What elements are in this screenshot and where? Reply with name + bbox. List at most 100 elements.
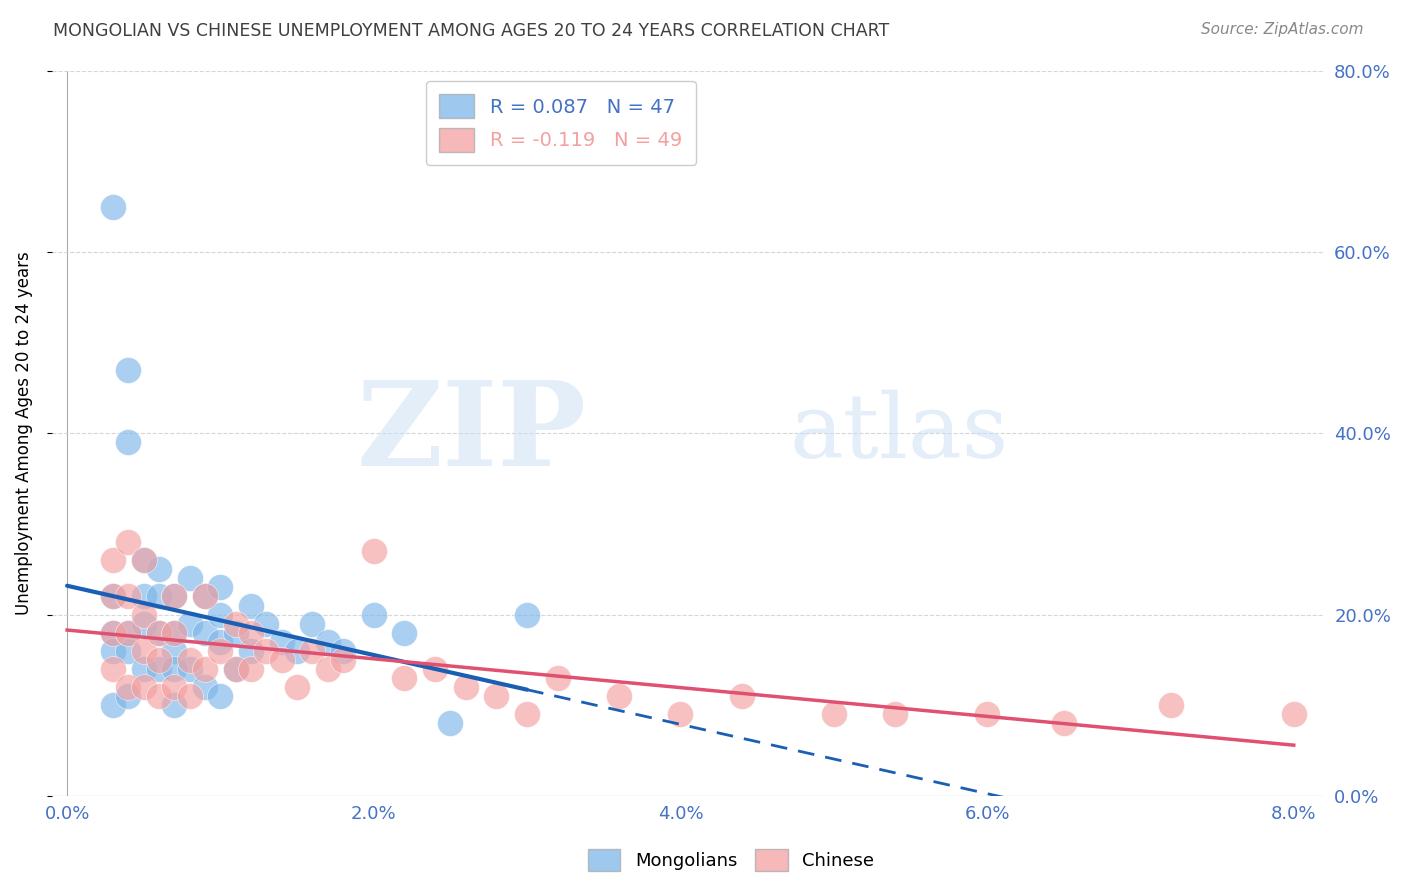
Point bbox=[454, 680, 477, 694]
Text: atlas: atlas bbox=[790, 390, 1010, 477]
Point bbox=[254, 644, 277, 658]
Point bbox=[148, 625, 170, 640]
Point bbox=[209, 634, 232, 648]
Point bbox=[225, 662, 247, 676]
Point bbox=[516, 707, 538, 722]
Y-axis label: Unemployment Among Ages 20 to 24 years: Unemployment Among Ages 20 to 24 years bbox=[15, 252, 32, 615]
Point bbox=[240, 644, 263, 658]
Point bbox=[301, 616, 323, 631]
Point bbox=[209, 689, 232, 703]
Point bbox=[607, 689, 630, 703]
Point bbox=[316, 634, 339, 648]
Point bbox=[1053, 716, 1076, 731]
Point bbox=[117, 625, 139, 640]
Point bbox=[163, 590, 186, 604]
Text: MONGOLIAN VS CHINESE UNEMPLOYMENT AMONG AGES 20 TO 24 YEARS CORRELATION CHART: MONGOLIAN VS CHINESE UNEMPLOYMENT AMONG … bbox=[53, 22, 890, 40]
Point bbox=[976, 707, 998, 722]
Point bbox=[363, 607, 385, 622]
Point bbox=[332, 644, 354, 658]
Point bbox=[101, 625, 124, 640]
Text: Source: ZipAtlas.com: Source: ZipAtlas.com bbox=[1201, 22, 1364, 37]
Point bbox=[179, 689, 201, 703]
Point bbox=[254, 616, 277, 631]
Point bbox=[332, 653, 354, 667]
Point bbox=[225, 625, 247, 640]
Point bbox=[101, 590, 124, 604]
Point bbox=[101, 590, 124, 604]
Legend: R = 0.087   N = 47, R = -0.119   N = 49: R = 0.087 N = 47, R = -0.119 N = 49 bbox=[426, 81, 696, 165]
Point bbox=[101, 698, 124, 713]
Point bbox=[132, 644, 155, 658]
Point bbox=[516, 607, 538, 622]
Point bbox=[132, 680, 155, 694]
Point bbox=[163, 662, 186, 676]
Point bbox=[485, 689, 508, 703]
Point bbox=[1282, 707, 1305, 722]
Point bbox=[148, 689, 170, 703]
Point bbox=[179, 653, 201, 667]
Point bbox=[117, 535, 139, 549]
Point bbox=[394, 625, 416, 640]
Point bbox=[148, 625, 170, 640]
Point bbox=[209, 581, 232, 595]
Point bbox=[132, 662, 155, 676]
Point bbox=[209, 644, 232, 658]
Point bbox=[363, 544, 385, 558]
Point bbox=[270, 634, 292, 648]
Point bbox=[179, 662, 201, 676]
Point bbox=[148, 653, 170, 667]
Point bbox=[285, 644, 308, 658]
Point bbox=[117, 590, 139, 604]
Point bbox=[117, 435, 139, 450]
Point bbox=[394, 671, 416, 685]
Point bbox=[179, 571, 201, 585]
Point bbox=[117, 689, 139, 703]
Point bbox=[194, 590, 217, 604]
Point bbox=[101, 662, 124, 676]
Point bbox=[225, 662, 247, 676]
Point bbox=[132, 616, 155, 631]
Point bbox=[117, 680, 139, 694]
Point bbox=[194, 590, 217, 604]
Point bbox=[132, 553, 155, 567]
Point bbox=[669, 707, 692, 722]
Point bbox=[117, 363, 139, 377]
Point bbox=[148, 662, 170, 676]
Point bbox=[163, 698, 186, 713]
Point bbox=[301, 644, 323, 658]
Point bbox=[132, 590, 155, 604]
Point bbox=[163, 590, 186, 604]
Point bbox=[316, 662, 339, 676]
Point bbox=[194, 680, 217, 694]
Legend: Mongolians, Chinese: Mongolians, Chinese bbox=[581, 842, 882, 879]
Point bbox=[240, 599, 263, 613]
Point bbox=[101, 200, 124, 214]
Point bbox=[117, 625, 139, 640]
Point bbox=[194, 662, 217, 676]
Point bbox=[101, 625, 124, 640]
Point bbox=[148, 590, 170, 604]
Point bbox=[285, 680, 308, 694]
Point bbox=[101, 553, 124, 567]
Point bbox=[194, 625, 217, 640]
Point bbox=[240, 662, 263, 676]
Point bbox=[163, 625, 186, 640]
Point bbox=[225, 616, 247, 631]
Point bbox=[270, 653, 292, 667]
Point bbox=[209, 607, 232, 622]
Point bbox=[132, 553, 155, 567]
Point bbox=[1160, 698, 1182, 713]
Point bbox=[163, 644, 186, 658]
Point bbox=[117, 644, 139, 658]
Point bbox=[731, 689, 754, 703]
Point bbox=[884, 707, 907, 722]
Point bbox=[823, 707, 845, 722]
Point bbox=[179, 616, 201, 631]
Point bbox=[439, 716, 461, 731]
Point bbox=[101, 644, 124, 658]
Point bbox=[240, 625, 263, 640]
Point bbox=[132, 607, 155, 622]
Point bbox=[547, 671, 569, 685]
Point bbox=[163, 680, 186, 694]
Text: ZIP: ZIP bbox=[356, 376, 586, 491]
